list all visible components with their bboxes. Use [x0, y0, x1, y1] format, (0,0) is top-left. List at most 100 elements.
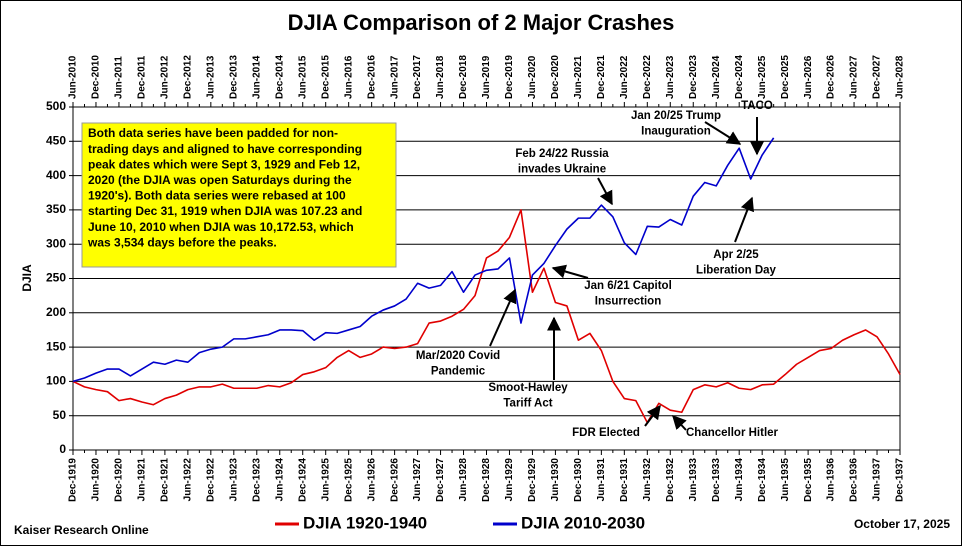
- x2-tick-label: Jun-2016: [343, 55, 354, 99]
- x2-tick-label: Dec-2024: [734, 55, 745, 99]
- x-tick-label: Dec-1929: [527, 458, 538, 502]
- annotation: Liberation Day: [696, 265, 776, 277]
- x-tick-label: Dec-1931: [619, 458, 630, 502]
- note-line: Both data series have been padded for no…: [88, 126, 338, 140]
- arrow: [551, 264, 589, 279]
- x2-tick-label: Jun-2028: [895, 55, 906, 99]
- x-tick-label: Jun-1934: [734, 458, 745, 502]
- x-tick-label: Jun-1931: [596, 458, 607, 502]
- note-line: June 10, 2010 when DJIA was 10,172.53, w…: [88, 220, 354, 234]
- y-tick-label: 400: [46, 168, 66, 182]
- x-tick-label: Dec-1933: [711, 458, 722, 502]
- x2-tick-label: Dec-2023: [688, 55, 699, 99]
- x2-tick-label: Jun-2018: [435, 55, 446, 99]
- x2-tick-label: Jun-2012: [160, 55, 171, 99]
- x-tick-label: Jun-1922: [183, 458, 194, 502]
- note-line: trading days and aligned to have corresp…: [88, 142, 362, 156]
- x-tick-label: Dec-1923: [251, 458, 262, 502]
- x-tick-label: Dec-1937: [895, 458, 906, 502]
- note-line: 2020 (the DJIA was open Saturdays during…: [88, 173, 352, 187]
- x2-tick-label: Dec-2018: [458, 55, 469, 99]
- x2-tick-label: Dec-2027: [872, 55, 883, 99]
- x2-tick-label: Jun-2024: [711, 55, 722, 99]
- x2-tick-label: Jun-2026: [803, 55, 814, 99]
- annotation: invades Ukraine: [518, 164, 606, 176]
- x-tick-label: Dec-1920: [114, 458, 125, 502]
- y-tick-label: 200: [46, 305, 66, 319]
- note-line: peak dates which were Sept 3, 1929 and F…: [88, 157, 360, 171]
- x-tick-label: Dec-1934: [757, 458, 768, 502]
- arrow: [704, 121, 742, 145]
- x2-tick-label: Jun-2014: [251, 55, 262, 99]
- x2-tick-label: Dec-2011: [137, 55, 148, 99]
- x2-tick-label: Jun-2011: [114, 56, 125, 99]
- x2-tick-label: Jun-2013: [205, 55, 216, 99]
- x-tick-label: Jun-1930: [550, 458, 561, 502]
- x-tick-label: Dec-1919: [68, 458, 79, 502]
- chart-title: DJIA Comparison of 2 Major Crashes: [288, 10, 675, 35]
- x-tick-label: Jun-1924: [274, 458, 285, 502]
- x-tick-label: Jun-1936: [826, 458, 837, 502]
- x-tick-label: Jun-1925: [320, 458, 331, 502]
- x-tick-label: Jun-1921: [137, 458, 148, 502]
- annotation: Smoot-Hawley: [488, 382, 568, 394]
- x2-tick-label: Jun-2010: [68, 55, 79, 99]
- x2-tick-label: Dec-2016: [366, 55, 377, 99]
- legend-label: DJIA 1920-1940: [303, 513, 427, 532]
- annotation: TACO: [741, 100, 773, 112]
- series-line: [72, 137, 775, 383]
- x2-tick-label: Dec-2010: [91, 55, 102, 99]
- y-tick-label: 50: [53, 408, 67, 422]
- y-tick-label: 350: [46, 202, 66, 216]
- x-tick-label: Jun-1929: [504, 458, 515, 502]
- annotation: Chancellor Hitler: [686, 427, 779, 439]
- x2-tick-label: Jun-2027: [849, 55, 860, 99]
- note-line: was 3,534 days before the peaks.: [87, 235, 277, 249]
- x2-tick-label: Jun-2023: [665, 55, 676, 99]
- date: October 17, 2025: [854, 517, 950, 531]
- x-tick-label: Jun-1928: [458, 458, 469, 502]
- annotation: FDR Elected: [572, 427, 640, 439]
- x2-tick-label: Dec-2020: [550, 55, 561, 99]
- y-axis-label: DJIA: [20, 264, 34, 292]
- x2-tick-label: Dec-2026: [826, 55, 837, 99]
- x-tick-label: Dec-1932: [665, 458, 676, 502]
- annotation: Feb 24/22 Russia: [515, 148, 609, 160]
- legend: DJIA 1920-1940 DJIA 2010-2030: [275, 513, 645, 532]
- x2-tick-label: Jun-2020: [527, 55, 538, 99]
- annotation: Mar/2020 Covid: [416, 350, 500, 362]
- x2-tick-label: Dec-2015: [320, 55, 331, 99]
- x-tick-label: Dec-1936: [849, 458, 860, 502]
- annotation: Apr 2/25: [713, 249, 759, 261]
- x2-tick-label: Dec-2014: [274, 55, 285, 99]
- x2-tick-label: Dec-2019: [504, 55, 515, 99]
- y-tick-label: 450: [46, 133, 66, 147]
- source: Kaiser Research Online: [14, 523, 149, 537]
- y-tick-label: 0: [59, 442, 66, 456]
- arrow: [734, 196, 754, 243]
- x-tick-label: Dec-1928: [481, 458, 492, 502]
- annotation: Jan 20/25 Trump: [631, 110, 721, 122]
- x2-tick-label: Jun-2022: [619, 55, 630, 99]
- series-line: [72, 209, 901, 424]
- x2-tick-label: Dec-2022: [642, 55, 653, 99]
- x2-tick-label: Dec-2013: [228, 55, 239, 99]
- x-tick-label: Dec-1930: [573, 458, 584, 502]
- x2-tick-label: Jun-2019: [481, 55, 492, 99]
- x2-tick-label: Jun-2015: [297, 55, 308, 99]
- x-tick-label: Jun-1923: [228, 458, 239, 502]
- note-box: [81, 122, 397, 268]
- x-tick-label: Dec-1935: [803, 458, 814, 502]
- x-tick-label: Jun-1926: [366, 458, 377, 502]
- y-tick-label: 150: [46, 339, 66, 353]
- x-tick-label: Dec-1926: [389, 458, 400, 502]
- annotation: Inauguration: [641, 126, 711, 138]
- legend-label: DJIA 2010-2030: [521, 513, 645, 532]
- x-tick-label: Jun-1920: [91, 458, 102, 502]
- x-tick-label: Dec-1925: [343, 458, 354, 502]
- x-tick-label: Jun-1932: [642, 458, 653, 502]
- plot-area: 0 50 100 150 200 250 300 350 400 450 500 Dec-1919 Ju…: [46, 55, 906, 502]
- x2-tick-label: Jun-2017: [389, 55, 400, 99]
- x2-tick-label: Dec-2012: [183, 55, 194, 99]
- x2-tick-label: Dec-2017: [412, 55, 423, 99]
